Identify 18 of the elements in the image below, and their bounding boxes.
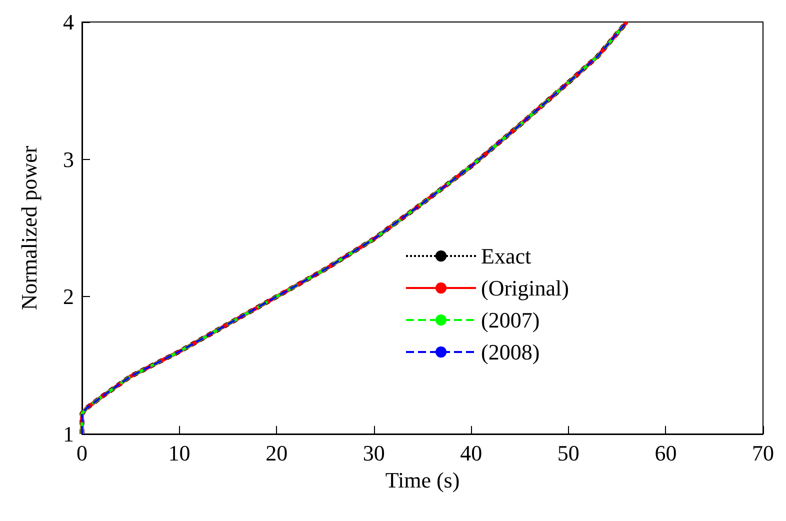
x-tick-label: 60	[654, 440, 677, 466]
y-tick-label: 1	[63, 422, 74, 446]
y-axis-title: Normalized power	[16, 145, 42, 310]
legend-label: Exact	[481, 244, 532, 268]
legend-label: (Original)	[481, 276, 569, 300]
x-tick-label: 30	[362, 440, 385, 466]
x-tick-label: 20	[266, 440, 288, 466]
x-tick-label: 50	[557, 440, 580, 466]
legend-label: (2007)	[481, 308, 540, 332]
x-tick-label: 10	[168, 440, 190, 466]
y-tick-label: 3	[63, 146, 74, 172]
y-tick-label: 2	[63, 284, 74, 310]
x-axis-title: Time (s)	[385, 467, 460, 492]
x-tick-label: 40	[460, 440, 482, 466]
x-tick-label: 0	[76, 440, 88, 466]
legend-label: (2008)	[481, 340, 540, 364]
x-tick-label: 70	[752, 440, 774, 466]
y-tick-label: 4	[63, 10, 74, 34]
